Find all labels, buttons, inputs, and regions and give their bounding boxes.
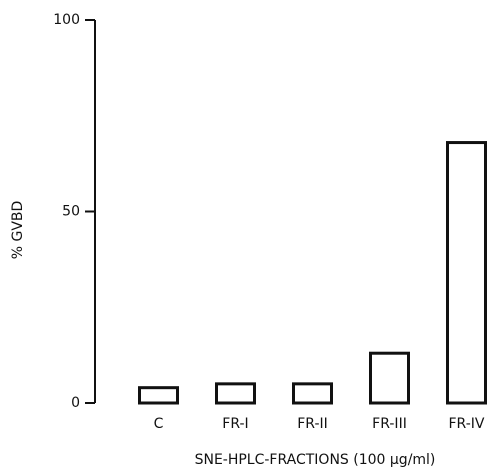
- x-tick-label: C: [154, 416, 164, 432]
- x-axis-label: SNE-HPLC-FRACTIONS (100 μg/ml): [195, 452, 436, 468]
- y-axis-label: % GVBD: [10, 201, 26, 260]
- x-tick-label: FR-III: [372, 416, 407, 432]
- bar: [369, 351, 410, 405]
- y-tick-label: 0: [71, 395, 80, 411]
- bar: [215, 382, 256, 405]
- bar: [446, 141, 487, 405]
- x-tick-label: FR-IV: [449, 416, 485, 432]
- bar: [138, 386, 179, 405]
- x-tick-label: FR-I: [222, 416, 248, 432]
- y-tick-label: 100: [53, 12, 80, 28]
- y-tick-label: 50: [62, 204, 80, 220]
- x-tick-label: FR-II: [297, 416, 328, 432]
- bar: [292, 382, 333, 405]
